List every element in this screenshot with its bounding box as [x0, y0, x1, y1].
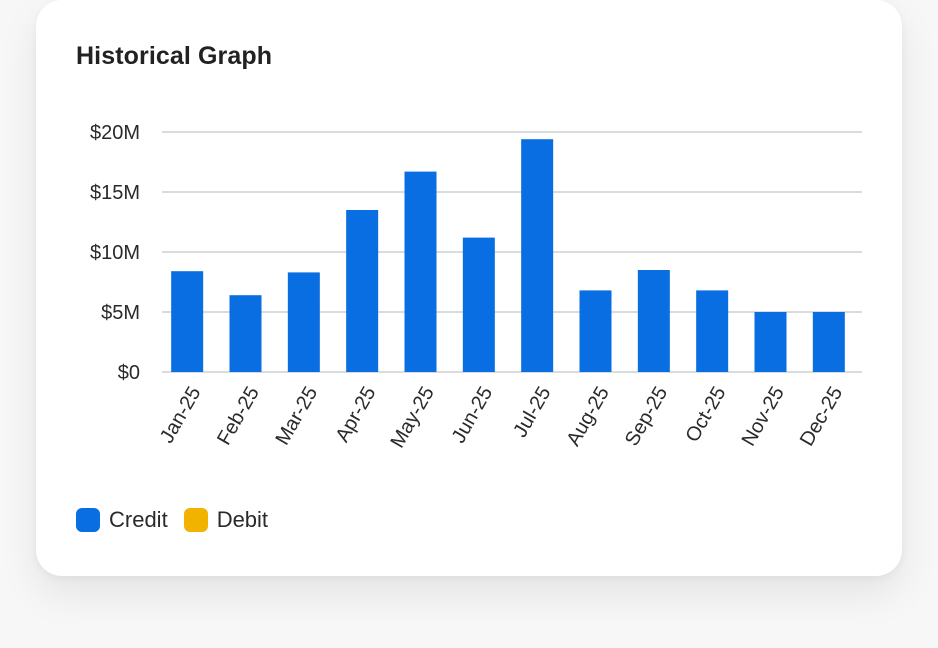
- bar-jun-25[interactable]: [462, 237, 495, 372]
- y-tick-label: $5M: [101, 302, 140, 324]
- gridlines: [162, 131, 862, 373]
- bar-mar-25[interactable]: [287, 272, 320, 372]
- bars: [171, 139, 845, 372]
- card-title: Historical Graph: [76, 42, 273, 70]
- bar-dec-25[interactable]: [812, 312, 845, 372]
- bar-chart: $0 $5M $10M $15M $20M Jan-25 Feb-25 Mar-25 Apr-…: [90, 122, 862, 452]
- historical-graph-card: Historical Graph $0 $5M $10M $15M $20M Jan-2…: [36, 0, 902, 576]
- bar-may-25[interactable]: [404, 171, 437, 372]
- x-tick-label: Oct-25: [681, 383, 730, 446]
- y-tick-label: $0: [118, 362, 140, 384]
- x-tick-label: May-25: [386, 383, 438, 452]
- x-tick-label: Feb-25: [213, 383, 264, 449]
- x-tick-label: Sep-25: [621, 383, 672, 450]
- x-tick-label: Jan-25: [156, 383, 206, 447]
- x-tick-label: Jul-25: [509, 383, 555, 441]
- y-tick-label: $20M: [90, 122, 140, 144]
- bar-jul-25[interactable]: [521, 139, 554, 372]
- chart-legend: Credit Debit: [76, 507, 284, 533]
- x-tick-label: Nov-25: [738, 383, 789, 450]
- bar-sep-25[interactable]: [637, 270, 670, 372]
- bar-feb-25[interactable]: [229, 295, 262, 372]
- x-tick-label: Apr-25: [331, 383, 380, 446]
- x-axis-ticks: Jan-25 Feb-25 Mar-25 Apr-25 May-25 Jun-25 Jul-…: [156, 383, 847, 452]
- debit-swatch: [183, 508, 208, 532]
- x-tick-label: Dec-25: [796, 383, 847, 450]
- bar-oct-25[interactable]: [696, 290, 729, 372]
- legend-label-debit: Debit: [216, 507, 269, 532]
- x-tick-label: Mar-25: [271, 383, 322, 449]
- bar-nov-25[interactable]: [754, 312, 787, 372]
- y-tick-label: $10M: [90, 242, 140, 264]
- legend-item-credit[interactable]: Credit: [76, 507, 168, 533]
- credit-swatch: [76, 508, 100, 532]
- x-tick-label: Jun-25: [448, 383, 498, 447]
- bar-aug-25[interactable]: [579, 290, 612, 372]
- bar-apr-25[interactable]: [346, 210, 379, 372]
- y-axis-ticks: $0 $5M $10M $15M $20M: [90, 122, 140, 384]
- legend-item-debit[interactable]: Debit: [183, 507, 269, 533]
- bar-jan-25[interactable]: [171, 271, 204, 372]
- legend-label-credit: Credit: [109, 507, 168, 532]
- x-tick-label: Aug-25: [563, 383, 614, 450]
- y-tick-label: $15M: [90, 182, 140, 204]
